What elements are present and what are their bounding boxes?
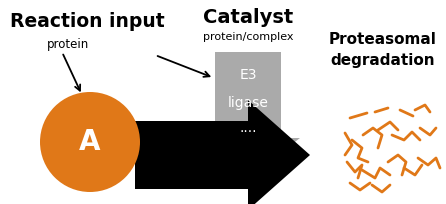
Polygon shape — [196, 52, 300, 178]
Text: ....: .... — [239, 121, 257, 135]
Text: Catalyst: Catalyst — [203, 8, 293, 27]
Text: A: A — [79, 128, 101, 156]
Text: Reaction input: Reaction input — [10, 12, 165, 31]
Text: Proteasomal
degradation: Proteasomal degradation — [329, 32, 437, 68]
Text: E3: E3 — [239, 68, 257, 82]
Ellipse shape — [40, 92, 140, 192]
Text: ligase: ligase — [227, 96, 268, 110]
Text: protein/complex: protein/complex — [203, 32, 293, 42]
Polygon shape — [135, 100, 310, 204]
Text: protein: protein — [47, 38, 89, 51]
